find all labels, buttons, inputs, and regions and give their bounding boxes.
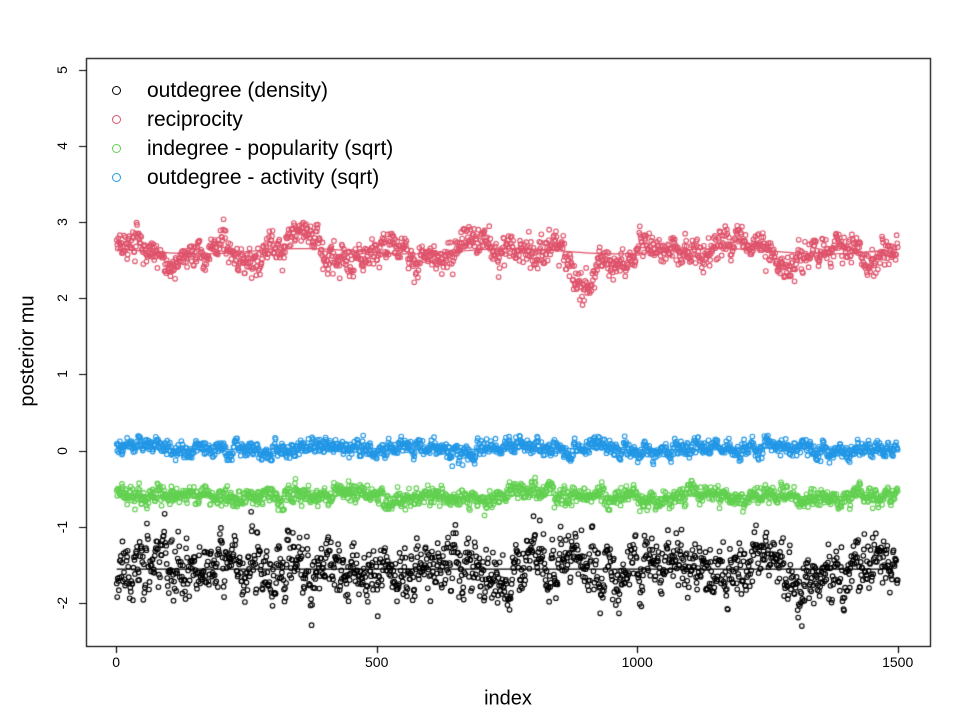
x-tick-label: 500: [365, 654, 389, 670]
legend-label: outdegree (density): [147, 78, 328, 102]
x-tick-label: 1500: [882, 654, 914, 670]
legend-label: outdegree - activity (sqrt): [147, 165, 380, 189]
x-tick-label: 0: [112, 654, 121, 670]
legend-label: indegree - popularity (sqrt): [147, 136, 394, 160]
legend-item-reciprocity: reciprocity: [108, 105, 393, 134]
y-tick-label: 0: [54, 446, 70, 455]
legend-item-outdegree-activity: outdegree - activity (sqrt): [108, 163, 393, 192]
legend-label: reciprocity: [147, 107, 243, 131]
x-axis-title: index: [484, 687, 532, 710]
y-tick-label: -2: [54, 596, 70, 609]
open-circle-marker-icon: [112, 86, 121, 95]
y-tick-label: 3: [54, 218, 70, 227]
open-circle-marker-icon: [112, 173, 121, 182]
y-tick-label: 5: [54, 66, 70, 75]
y-tick-label: 4: [54, 142, 70, 151]
legend-item-indegree-popularity: indegree - popularity (sqrt): [108, 134, 393, 163]
y-tick-label: 2: [54, 294, 70, 303]
legend-item-outdegree-density: outdegree (density): [108, 76, 393, 105]
legend: outdegree (density) reciprocity indegree…: [108, 76, 393, 192]
x-tick-label: 1000: [621, 654, 653, 670]
y-tick-label: -1: [54, 520, 70, 533]
open-circle-marker-icon: [112, 115, 121, 124]
open-circle-marker-icon: [112, 144, 121, 153]
y-axis-title: posterior mu: [16, 295, 39, 407]
y-tick-label: 1: [54, 370, 70, 379]
